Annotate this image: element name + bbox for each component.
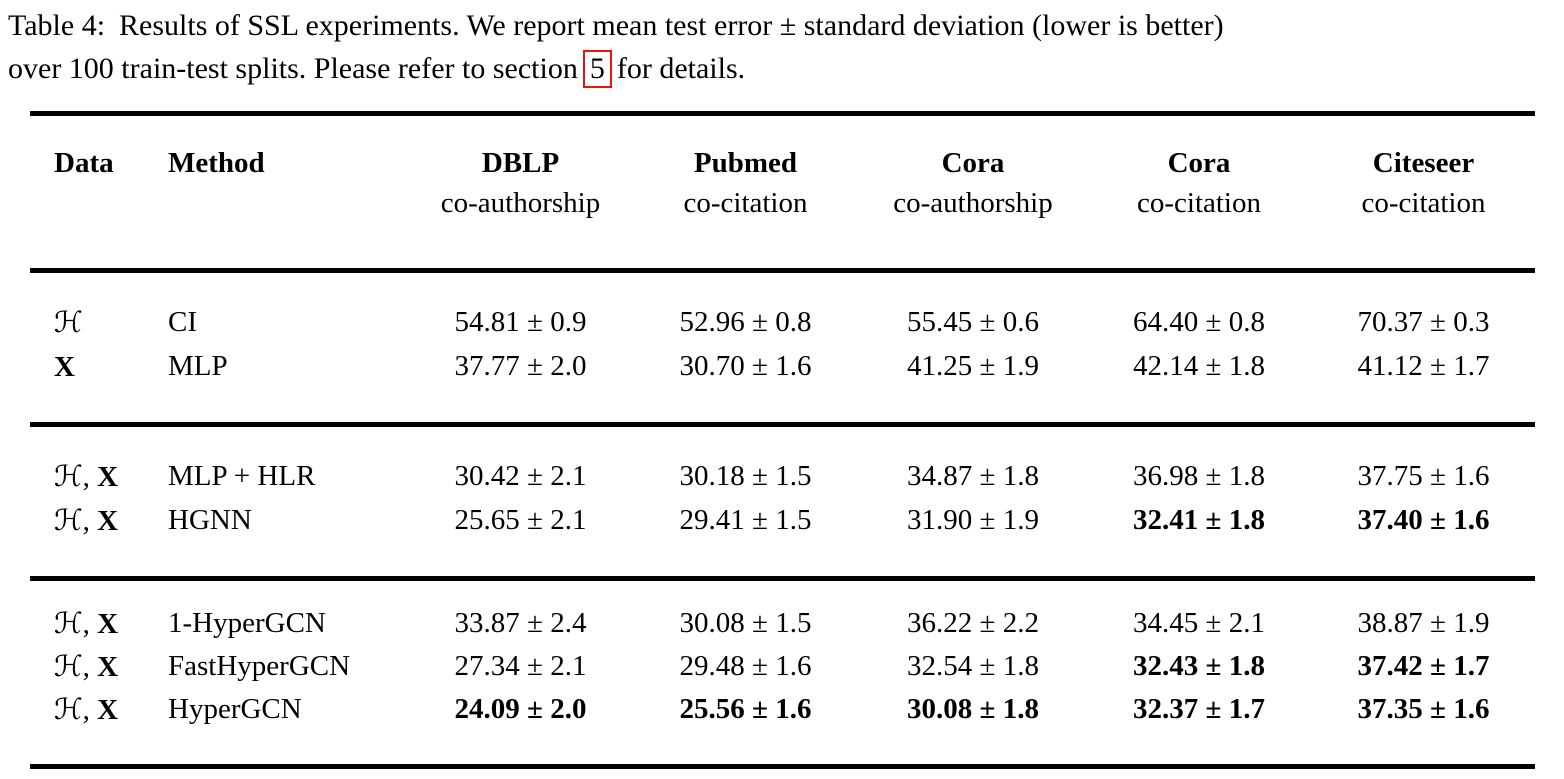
table-cell: 41.12 ± 1.7 [1357, 350, 1490, 382]
data-cell: ℋ [30, 301, 168, 345]
table-row-mlp-hlr: ℋ, X MLP + HLR 30.42 ± 2.1 30.18 ± 1.5 3… [30, 455, 1535, 499]
features-symbol: X [54, 351, 75, 383]
section-5-link[interactable]: 5 [582, 50, 612, 88]
table-cell: 54.81 ± 0.9 [454, 306, 587, 338]
table-cell: 31.90 ± 1.9 [907, 504, 1039, 536]
data-cell: ℋ, X [54, 649, 119, 683]
data-cell: ℋ, X [54, 459, 119, 493]
table-cell: 30.70 ± 1.6 [679, 350, 812, 382]
table-cell: 55.45 ± 0.6 [907, 306, 1039, 338]
table-cell: 30.08 ± 1.5 [679, 607, 812, 639]
table-cell: 37.40 ± 1.6 [1357, 504, 1490, 536]
table-mid-rule [30, 268, 1535, 273]
table-row-hypergcn: ℋ, X HyperGCN 24.09 ± 2.0 25.56 ± 1.6 30… [30, 688, 1535, 731]
table-cell: 29.48 ± 1.6 [679, 650, 812, 682]
features-symbol: X [97, 694, 119, 726]
table-caption: Table 4: Results of SSL experiments. We r… [8, 4, 1224, 90]
method-cell: HGNN [168, 504, 252, 536]
column-header-dblp: DBLP co-authorship [440, 147, 601, 219]
table-cell: 29.41 ± 1.5 [679, 504, 812, 536]
features-symbol: X [97, 608, 119, 640]
table-mid-rule [30, 422, 1535, 427]
caption-label: Table 4: [8, 9, 106, 42]
column-header-method: Method [168, 147, 265, 179]
column-header-data: Data [54, 147, 114, 179]
table-cell: 30.08 ± 1.8 [907, 693, 1039, 725]
features-symbol: X [97, 461, 119, 493]
column-header-cora-cocitation: Cora co-citation [1136, 147, 1261, 219]
hypergraph-symbol: ℋ [54, 692, 83, 726]
caption-line-1: Table 4: Results of SSL experiments. We r… [8, 4, 1224, 47]
table-cell: 25.56 ± 1.6 [679, 693, 812, 725]
hypergraph-symbol: ℋ [54, 503, 83, 537]
table-cell: 41.25 ± 1.9 [907, 350, 1039, 382]
table-cell: 32.41 ± 1.8 [1133, 504, 1265, 536]
table-cell: 42.14 ± 1.8 [1133, 350, 1265, 382]
table-cell: 37.75 ± 1.6 [1357, 460, 1490, 492]
hypergraph-symbol: ℋ [54, 305, 83, 339]
hypergraph-symbol: ℋ [54, 459, 83, 493]
table-cell: 25.65 ± 2.1 [454, 504, 587, 536]
caption-text-line2: over 100 train-test splits. Please refer… [8, 52, 578, 85]
table-cell: 34.87 ± 1.8 [907, 460, 1039, 492]
column-header-pubmed: Pubmed co-citation [683, 147, 808, 219]
table-cell: 37.35 ± 1.6 [1357, 693, 1490, 725]
table-cell: 70.37 ± 0.3 [1357, 306, 1490, 338]
table-row-ci: ℋ CI 54.81 ± 0.9 52.96 ± 0.8 55.45 ± 0.6… [30, 301, 1535, 345]
column-header-cora-coauthorship: Cora co-authorship [893, 147, 1053, 219]
data-cell: ℋ, X [54, 692, 119, 726]
table-row-1-hypergcn: ℋ, X 1-HyperGCN 33.87 ± 2.4 30.08 ± 1.5 … [30, 602, 1535, 645]
hypergraph-symbol: ℋ [54, 649, 83, 683]
hypergraph-symbol: ℋ [54, 606, 83, 640]
method-cell: MLP [168, 350, 228, 382]
table-row-fasthypergcn: ℋ, X FastHyperGCN 27.34 ± 2.1 29.48 ± 1.… [30, 645, 1535, 688]
table-top-rule [30, 111, 1535, 116]
table-header-row: Data Method DBLP co-authorship Pubmed co… [30, 143, 1535, 223]
data-cell: ℋ, X [54, 606, 119, 640]
table-cell: 37.42 ± 1.7 [1357, 650, 1490, 682]
features-symbol: X [97, 505, 119, 537]
method-cell: FastHyperGCN [168, 650, 351, 682]
features-symbol: X [97, 651, 119, 683]
table-cell: 38.87 ± 1.9 [1357, 607, 1490, 639]
table-group-hypergcn-methods: ℋ, X 1-HyperGCN 33.87 ± 2.4 30.08 ± 1.5 … [30, 602, 1535, 731]
caption-text-line1: Results of SSL experiments. We report me… [119, 9, 1224, 42]
table-cell: 24.09 ± 2.0 [454, 693, 587, 725]
table-cell: 30.42 ± 2.1 [454, 460, 587, 492]
table-group-hybrid-baselines: ℋ, X MLP + HLR 30.42 ± 2.1 30.18 ± 1.5 3… [30, 455, 1535, 543]
method-cell: 1-HyperGCN [168, 607, 326, 639]
method-cell: CI [168, 306, 197, 338]
data-cell: ℋ, X [54, 503, 119, 537]
table-cell: 27.34 ± 2.1 [454, 650, 587, 682]
data-cell: X [30, 345, 168, 389]
method-cell: HyperGCN [168, 693, 302, 725]
table-cell: 37.77 ± 2.0 [454, 350, 587, 382]
table-group-simple-baselines: ℋ CI 54.81 ± 0.9 52.96 ± 0.8 55.45 ± 0.6… [30, 301, 1535, 389]
table-cell: 32.43 ± 1.8 [1133, 650, 1265, 682]
table-cell: 36.22 ± 2.2 [907, 607, 1039, 639]
table-cell: 36.98 ± 1.8 [1133, 460, 1265, 492]
table-cell: 30.18 ± 1.5 [679, 460, 812, 492]
table-cell: 32.54 ± 1.8 [907, 650, 1039, 682]
table-cell: 34.45 ± 2.1 [1133, 607, 1265, 639]
table-row-mlp: X MLP 37.77 ± 2.0 30.70 ± 1.6 41.25 ± 1.… [30, 345, 1535, 389]
table-bottom-rule [30, 764, 1535, 769]
table-cell: 33.87 ± 2.4 [454, 607, 587, 639]
caption-line-2: over 100 train-test splits. Please refer… [8, 47, 1224, 90]
caption-text-line2-end: for details. [616, 52, 746, 85]
table-mid-rule [30, 576, 1535, 581]
table-cell: 32.37 ± 1.7 [1133, 693, 1265, 725]
table-cell: 52.96 ± 0.8 [679, 306, 812, 338]
table-cell: 64.40 ± 0.8 [1133, 306, 1265, 338]
table-row-hgnn: ℋ, X HGNN 25.65 ± 2.1 29.41 ± 1.5 31.90 … [30, 499, 1535, 543]
column-header-citeseer: Citeseer co-citation [1361, 147, 1486, 219]
method-cell: MLP + HLR [168, 460, 316, 492]
